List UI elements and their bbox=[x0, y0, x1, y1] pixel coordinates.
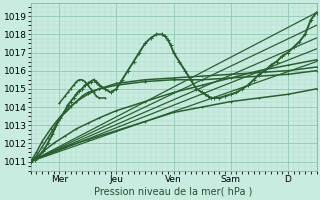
X-axis label: Pression niveau de la mer( hPa ): Pression niveau de la mer( hPa ) bbox=[94, 187, 253, 197]
